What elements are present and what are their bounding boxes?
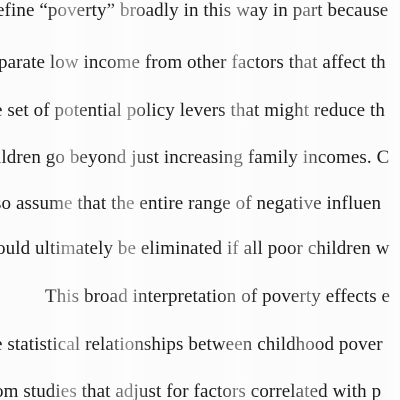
text-line: ould ultimately be eliminated if all poo… xyxy=(0,238,390,259)
text-line: parate low income from other factors tha… xyxy=(0,52,386,73)
text-line: efine “poverty” broadly in this way in p… xyxy=(0,0,389,21)
text-line: so assume that the entire range of negat… xyxy=(0,193,382,214)
text-line: ildren go beyond just increasing family … xyxy=(0,147,390,168)
paragraph-start-line: This broad interpretation of poverty eff… xyxy=(45,286,391,307)
text-line: om studies that adjust for factors corre… xyxy=(0,381,382,400)
text-line: e set of potential policy levers that mi… xyxy=(0,100,385,121)
text-line: e statistical relationships between chil… xyxy=(0,334,383,355)
